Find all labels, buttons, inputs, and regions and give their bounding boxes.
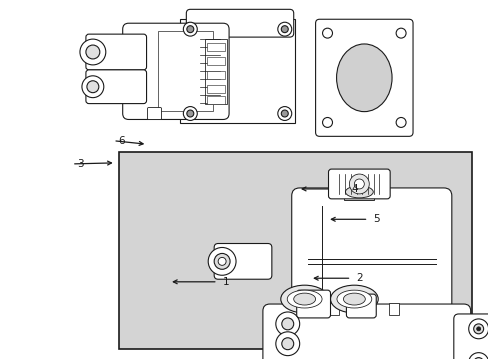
- Bar: [207, 71, 224, 79]
- Text: 2: 2: [356, 273, 362, 283]
- Bar: [388, 303, 398, 315]
- FancyBboxPatch shape: [214, 243, 271, 279]
- Circle shape: [82, 76, 103, 98]
- Circle shape: [183, 22, 197, 36]
- Bar: [205, 39, 226, 104]
- Circle shape: [476, 327, 480, 331]
- Bar: [207, 43, 224, 51]
- Circle shape: [277, 107, 291, 121]
- Circle shape: [473, 357, 483, 360]
- Circle shape: [281, 318, 293, 330]
- FancyBboxPatch shape: [86, 70, 146, 104]
- FancyBboxPatch shape: [346, 294, 375, 318]
- Ellipse shape: [280, 285, 328, 313]
- FancyBboxPatch shape: [315, 19, 412, 136]
- Circle shape: [186, 26, 193, 33]
- Ellipse shape: [345, 186, 372, 198]
- Bar: [344, 184, 373, 200]
- Text: 1: 1: [222, 277, 229, 287]
- Bar: [329, 303, 339, 315]
- Text: 3: 3: [77, 159, 83, 169]
- Circle shape: [275, 332, 299, 356]
- Text: 5: 5: [373, 214, 379, 224]
- Circle shape: [354, 179, 364, 189]
- FancyBboxPatch shape: [86, 34, 146, 70]
- FancyBboxPatch shape: [296, 290, 330, 318]
- Bar: [207, 85, 224, 93]
- FancyBboxPatch shape: [122, 23, 228, 120]
- Text: 6: 6: [118, 136, 124, 146]
- FancyBboxPatch shape: [291, 188, 451, 313]
- Circle shape: [277, 22, 291, 36]
- Circle shape: [208, 247, 236, 275]
- Circle shape: [275, 312, 299, 336]
- Ellipse shape: [336, 44, 391, 112]
- Circle shape: [183, 107, 197, 121]
- Ellipse shape: [330, 285, 377, 313]
- Ellipse shape: [286, 290, 322, 308]
- Circle shape: [214, 253, 230, 269]
- Bar: [119, 152, 471, 349]
- Circle shape: [473, 324, 483, 334]
- Circle shape: [218, 257, 225, 265]
- Circle shape: [87, 81, 99, 93]
- Circle shape: [468, 319, 488, 339]
- FancyBboxPatch shape: [328, 169, 389, 199]
- Circle shape: [395, 28, 405, 38]
- Text: 4: 4: [351, 184, 358, 194]
- Circle shape: [186, 110, 193, 117]
- FancyBboxPatch shape: [180, 19, 294, 123]
- Circle shape: [80, 39, 105, 65]
- Circle shape: [322, 28, 332, 38]
- FancyBboxPatch shape: [147, 108, 161, 120]
- Circle shape: [349, 174, 368, 194]
- Bar: [207, 57, 224, 65]
- Circle shape: [281, 110, 287, 117]
- Circle shape: [281, 26, 287, 33]
- Circle shape: [468, 353, 488, 360]
- Circle shape: [281, 338, 293, 350]
- Bar: [207, 96, 224, 104]
- Ellipse shape: [343, 293, 365, 305]
- FancyBboxPatch shape: [453, 314, 488, 360]
- Bar: [359, 303, 368, 315]
- Bar: [158, 31, 213, 111]
- Ellipse shape: [336, 290, 371, 308]
- Circle shape: [86, 45, 100, 59]
- FancyBboxPatch shape: [263, 304, 470, 360]
- FancyBboxPatch shape: [186, 9, 293, 37]
- Circle shape: [395, 117, 405, 127]
- Ellipse shape: [293, 293, 315, 305]
- Circle shape: [322, 117, 332, 127]
